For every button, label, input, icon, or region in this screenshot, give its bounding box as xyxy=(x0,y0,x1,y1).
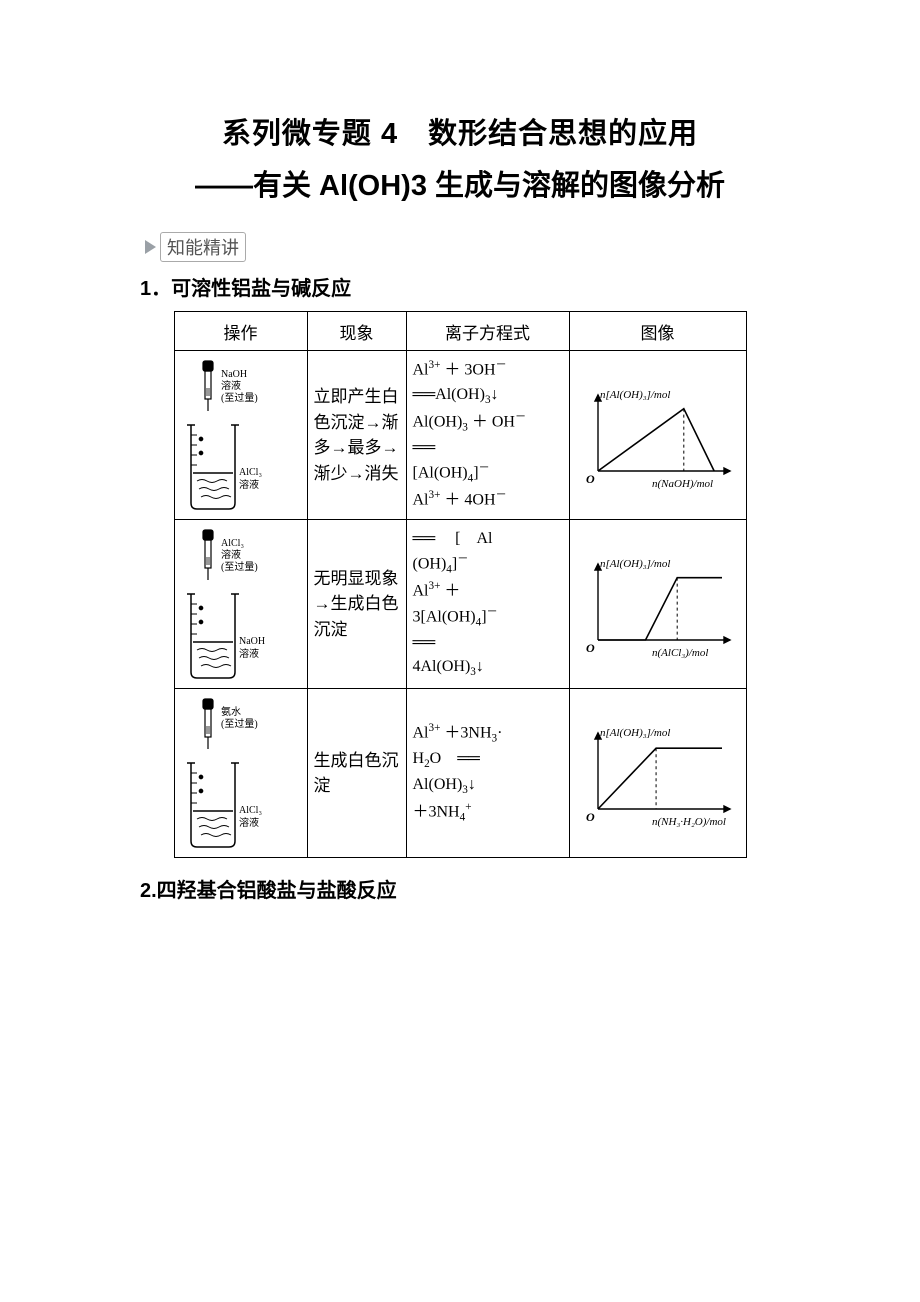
beaker-label-line: AlCl₃ xyxy=(239,805,262,816)
dropper-label-line: (至过量) xyxy=(221,391,258,404)
graph-xlabel: n(NH₃·H₂O)/mol xyxy=(652,816,726,828)
beaker-label-line: AlCl₃ xyxy=(239,467,262,478)
dropper-label-line: 氨水 xyxy=(221,705,241,718)
cell-graph: n[Al(OH)₃]/mol n(NaOH)/mol O xyxy=(569,351,746,520)
graph-ylabel: n[Al(OH)₃]/mol xyxy=(600,389,670,401)
graph-ylabel: n[Al(OH)₃]/mol xyxy=(600,558,670,570)
cell-equation: ══ [ Al(OH)4]－Al3+ ＋3[Al(OH)4]－══4Al(OH)… xyxy=(406,520,569,689)
cell-graph: n[Al(OH)₃]/mol n(AlCl₃)/mol O xyxy=(569,520,746,689)
reaction-graph: n[Al(OH)₃]/mol n(AlCl₃)/mol O xyxy=(576,540,740,668)
cell-graph: n[Al(OH)₃]/mol n(NH₃·H₂O)/mol O xyxy=(569,689,746,858)
cell-equation: Al3+ ＋ 3OH－══Al(OH)3↓Al(OH)3 ＋ OH－══[Al(… xyxy=(406,351,569,520)
apparatus-diagram: NaOH溶液(至过量)AlCl₃溶液 xyxy=(181,355,301,515)
doc-subtitle: ——有关 Al(OH)3 生成与溶解的图像分析 xyxy=(80,162,840,204)
graph-origin: O xyxy=(586,641,595,655)
graph-ylabel: n[Al(OH)₃]/mol xyxy=(600,727,670,739)
table-row: 氨水(至过量) AlCl₃溶液 生成白色沉淀Al3+ ＋3NH3·H2O ══Al(… xyxy=(174,689,746,858)
page: 系列微专题 4 数形结合思想的应用 ——有关 Al(OH)3 生成与溶解的图像分… xyxy=(0,0,920,973)
cell-phenomenon: 生成白色沉淀 xyxy=(307,689,406,858)
reaction-graph: n[Al(OH)₃]/mol n(NH₃·H₂O)/mol O xyxy=(576,709,740,837)
cell-phenomenon: 无明显现象→生成白色沉淀 xyxy=(307,520,406,689)
beaker-label-line: 溶液 xyxy=(239,647,259,660)
apparatus-diagram: 氨水(至过量) AlCl₃溶液 xyxy=(181,693,301,853)
cell-equation: Al3+ ＋3NH3·H2O ══Al(OH)3↓＋3NH4+ xyxy=(406,689,569,858)
arrow-icon xyxy=(145,240,156,254)
th-equation: 离子方程式 xyxy=(406,312,569,351)
doc-title: 系列微专题 4 数形结合思想的应用 xyxy=(80,110,840,152)
apparatus-diagram: AlCl₃溶液(至过量)NaOH溶液 xyxy=(181,524,301,684)
heading-2: 2.四羟基合铝酸盐与盐酸反应 xyxy=(140,874,840,903)
dropper-label-line: 溶液 xyxy=(221,379,241,392)
dropper-label-line: 溶液 xyxy=(221,548,241,561)
reaction-table: 操作 现象 离子方程式 图像 NaOH溶液(至过量)AlCl₃溶液立即产生白色沉… xyxy=(174,311,747,858)
reaction-graph: n[Al(OH)₃]/mol n(NaOH)/mol O xyxy=(576,371,740,499)
beaker-label-line: NaOH xyxy=(239,636,265,647)
th-phenomenon: 现象 xyxy=(307,312,406,351)
heading-1: 1．可溶性铝盐与碱反应 xyxy=(140,272,840,301)
graph-xlabel: n(AlCl₃)/mol xyxy=(652,647,708,659)
cell-phenomenon: 立即产生白色沉淀→渐多→最多→渐少→消失 xyxy=(307,351,406,520)
dropper-label-line: (至过量) xyxy=(221,560,258,573)
cell-operation: 氨水(至过量) AlCl₃溶液 xyxy=(174,689,307,858)
dropper-label-line: (至过量) xyxy=(221,717,258,730)
beaker-label-line: 溶液 xyxy=(239,478,259,491)
dropper-label-line: AlCl₃ xyxy=(221,538,244,549)
graph-origin: O xyxy=(586,810,595,824)
graph-xlabel: n(NaOH)/mol xyxy=(652,478,713,490)
table-row: NaOH溶液(至过量)AlCl₃溶液立即产生白色沉淀→渐多→最多→渐少→消失Al… xyxy=(174,351,746,520)
th-graph: 图像 xyxy=(569,312,746,351)
section-banner-label: 知能精讲 xyxy=(160,232,246,262)
cell-operation: NaOH溶液(至过量)AlCl₃溶液 xyxy=(174,351,307,520)
table-header-row: 操作 现象 离子方程式 图像 xyxy=(174,312,746,351)
dropper-label-line: NaOH xyxy=(221,369,247,380)
table-row: AlCl₃溶液(至过量)NaOH溶液无明显现象→生成白色沉淀══ [ Al(OH… xyxy=(174,520,746,689)
cell-operation: AlCl₃溶液(至过量)NaOH溶液 xyxy=(174,520,307,689)
graph-origin: O xyxy=(586,472,595,486)
section-banner: 知能精讲 xyxy=(145,232,840,262)
th-operation: 操作 xyxy=(174,312,307,351)
beaker-label-line: 溶液 xyxy=(239,816,259,829)
